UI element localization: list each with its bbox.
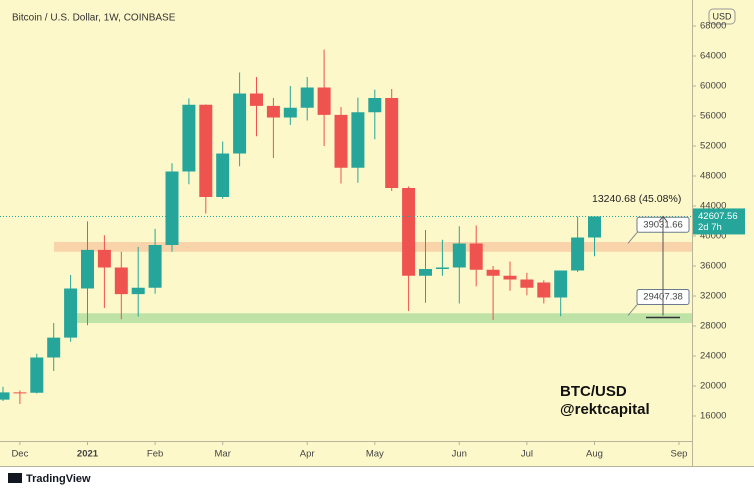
y-tick-label: 24000	[700, 351, 726, 362]
x-tick-label: Jul	[521, 449, 533, 460]
y-tick-label: 36000	[700, 261, 726, 272]
candle-body	[300, 87, 314, 108]
candle-body	[554, 270, 568, 298]
y-tick-label: 64000	[700, 51, 726, 62]
x-tick-label: Aug	[586, 449, 603, 460]
zone	[54, 242, 692, 252]
candle-body	[486, 269, 500, 276]
candle-body	[503, 275, 517, 280]
candle-body	[97, 249, 111, 268]
candle-body	[334, 114, 348, 168]
countdown: 2d 7h	[698, 222, 722, 233]
zone	[77, 313, 692, 323]
level-pointer	[627, 302, 640, 316]
currency-box	[708, 8, 736, 25]
x-tick-label: Feb	[147, 449, 163, 460]
y-tick-label: 40000	[700, 231, 726, 242]
y-tick-label: 56000	[700, 111, 726, 122]
candle-body	[571, 237, 585, 271]
candle-body	[266, 105, 280, 118]
candle-body	[30, 357, 44, 393]
currency: USD	[712, 11, 732, 21]
level-pointer	[627, 229, 640, 244]
candle-body	[351, 112, 365, 168]
candle-body	[0, 392, 10, 400]
y-tick-label: 48000	[700, 171, 726, 182]
candle-body	[165, 171, 179, 245]
y-tick-label: 52000	[700, 141, 726, 152]
candle-body	[233, 93, 247, 154]
candle-body	[199, 104, 213, 197]
x-tick-label: 2021	[77, 449, 99, 460]
y-tick-label: 44000	[700, 201, 726, 212]
x-tick-label: Jun	[452, 449, 467, 460]
y-tick-label: 60000	[700, 81, 726, 92]
x-tick-label: Sep	[671, 449, 688, 460]
logo-icon	[8, 473, 22, 483]
candle-body	[148, 245, 162, 288]
candle-body	[537, 282, 551, 298]
candle-body	[250, 93, 263, 106]
y-tick-label: 68000	[700, 21, 726, 32]
watermark: BTC/USD	[560, 383, 627, 400]
candle-body	[81, 249, 94, 289]
x-tick-label: Dec	[11, 449, 28, 460]
last-price-box	[693, 208, 745, 235]
candle-body	[469, 243, 483, 270]
candle-body	[131, 287, 145, 295]
footer-logo: TradingView	[26, 473, 91, 485]
y-tick-label: 20000	[700, 381, 726, 392]
x-tick-label: Mar	[215, 449, 231, 460]
chart-title: Bitcoin / U.S. Dollar, 1W, COINBASE	[12, 13, 176, 24]
candle-body	[368, 98, 382, 113]
footer-background	[0, 467, 754, 490]
candle-body	[114, 267, 128, 295]
candle-body	[452, 243, 466, 268]
y-tick-label: 28000	[700, 321, 726, 332]
chart-background	[0, 0, 754, 467]
candle-body	[283, 107, 297, 118]
candle-body	[385, 98, 399, 188]
y-tick-label: 32000	[700, 291, 726, 302]
candle-body	[13, 392, 27, 394]
measure-label: 13240.68 (45.08%)	[592, 193, 681, 205]
x-tick-label: Apr	[300, 449, 315, 460]
candle-body	[402, 188, 416, 276]
measure-arrow	[658, 215, 668, 222]
candle-body	[182, 104, 196, 172]
last-price-label: 42607.56	[698, 211, 738, 222]
y-tick-label: 16000	[700, 411, 726, 422]
candle-body	[47, 337, 61, 358]
candle-body	[216, 153, 230, 197]
candle-body	[520, 279, 534, 288]
candle-body	[317, 87, 331, 115]
candle-body	[435, 267, 449, 269]
candle-body	[588, 216, 601, 238]
x-tick-label: May	[366, 449, 384, 460]
candle-body	[419, 269, 432, 276]
watermark: @rektcapital	[560, 401, 650, 418]
candle-body	[64, 288, 78, 338]
